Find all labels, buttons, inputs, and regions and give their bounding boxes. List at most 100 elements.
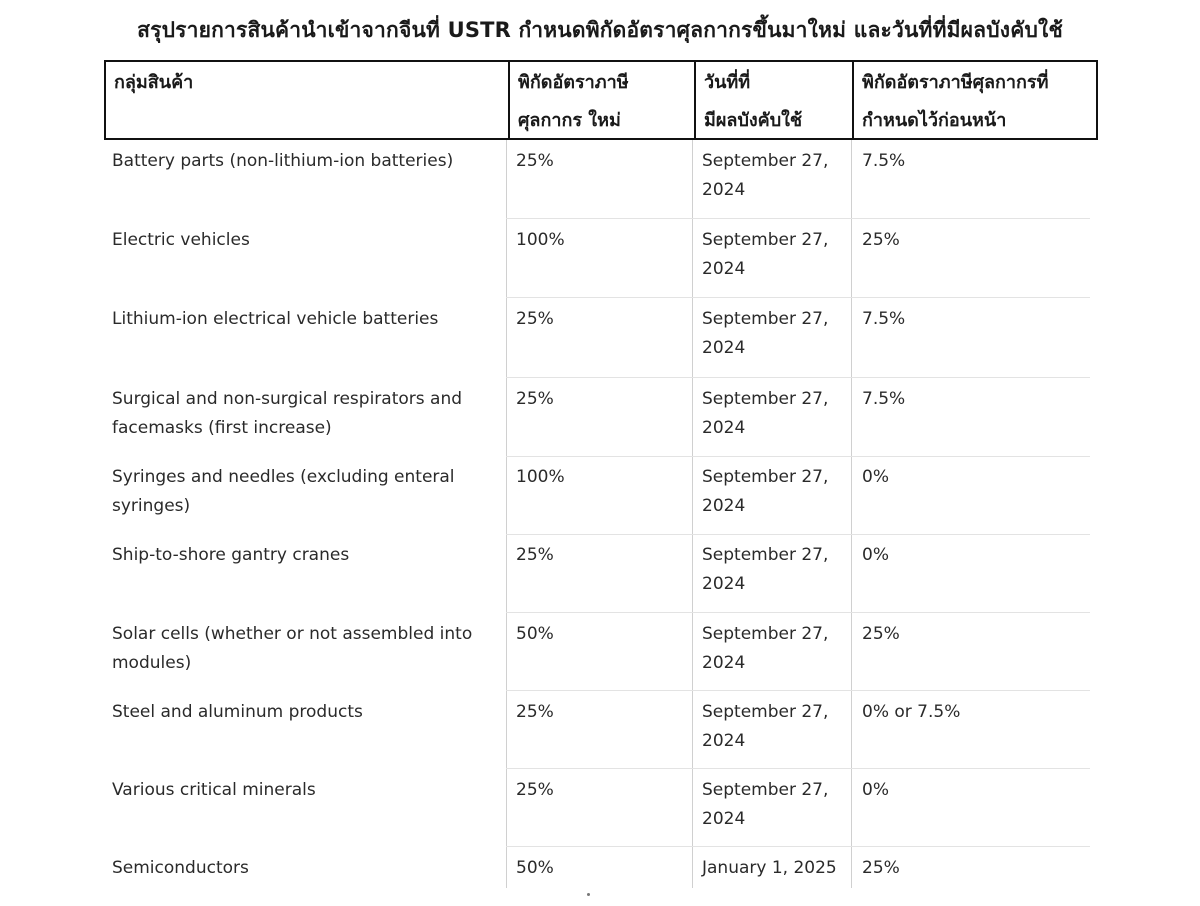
row-separator: [506, 297, 1090, 298]
new-rate-cell: 100%: [516, 230, 565, 250]
date-line: September 27,: [702, 624, 829, 644]
product-cell: Semiconductors: [112, 854, 492, 883]
header-prior-rate: พิกัดอัตราภาษีศุลกากรที่ กำหนดไว้ก่อนหน้…: [862, 62, 1098, 138]
product-line: modules): [112, 653, 192, 673]
product-line: Ship-to-shore gantry cranes: [112, 545, 350, 565]
effective-date-cell: September 27, 2024: [702, 463, 847, 521]
column-divider: [851, 140, 852, 888]
prior-rate-cell: 0% or 7.5%: [862, 702, 961, 722]
table-header: กลุ่มสินค้า พิกัดอัตราภาษี ศุลกากร ใหม่ …: [104, 60, 1098, 140]
header-new-rate: พิกัดอัตราภาษี ศุลกากร ใหม่: [518, 62, 688, 138]
column-divider: [506, 140, 507, 888]
effective-date-cell: September 27, 2024: [702, 776, 847, 834]
prior-rate-cell: 0%: [862, 467, 889, 487]
new-rate-cell: 50%: [516, 624, 554, 644]
header-effective-date-line2: มีผลบังคับใช้: [704, 110, 803, 131]
header-divider: [852, 62, 854, 138]
date-line: September 27,: [702, 780, 829, 800]
header-divider: [694, 62, 696, 138]
date-line: September 27,: [702, 309, 829, 329]
prior-rate-cell: 7.5%: [862, 309, 906, 329]
new-rate-cell: 25%: [516, 702, 554, 722]
effective-date-cell: September 27, 2024: [702, 541, 847, 599]
date-line: January 1, 2025: [702, 858, 837, 878]
header-prior-rate-line2: กำหนดไว้ก่อนหน้า: [862, 110, 1007, 131]
row-separator: [506, 768, 1090, 769]
header-effective-date-line1: วันที่ที่: [704, 72, 751, 93]
scan-speck: [587, 893, 590, 896]
row-separator: [506, 612, 1090, 613]
prior-rate-cell: 7.5%: [862, 389, 906, 409]
product-cell: Various critical minerals: [112, 776, 492, 805]
product-line: facemasks (first increase): [112, 418, 332, 438]
date-line: 2024: [702, 259, 746, 279]
page-title: สรุปรายการสินค้านำเข้าจากจีนที่ USTR กำห…: [137, 18, 1063, 42]
product-cell: Steel and aluminum products: [112, 698, 492, 727]
prior-rate-cell: 7.5%: [862, 151, 906, 171]
product-cell: Syringes and needles (excluding enteral …: [112, 463, 492, 521]
header-product-group: กลุ่มสินค้า: [114, 62, 494, 138]
new-rate-cell: 25%: [516, 545, 554, 565]
date-line: September 27,: [702, 545, 829, 565]
product-line: Semiconductors: [112, 858, 249, 878]
new-rate-cell: 25%: [516, 389, 554, 409]
date-line: 2024: [702, 338, 746, 358]
product-cell: Battery parts (non-lithium-ion batteries…: [112, 147, 492, 176]
column-divider: [692, 140, 693, 888]
header-new-rate-line2: ศุลกากร ใหม่: [518, 110, 621, 131]
header-new-rate-line1: พิกัดอัตราภาษี: [518, 72, 629, 93]
date-line: 2024: [702, 418, 746, 438]
header-effective-date: วันที่ที่ มีผลบังคับใช้: [704, 62, 854, 138]
product-line: Syringes and needles (excluding enteral: [112, 467, 455, 487]
date-line: September 27,: [702, 702, 829, 722]
product-line: Battery parts (non-lithium-ion batteries…: [112, 151, 454, 171]
date-line: 2024: [702, 496, 746, 516]
effective-date-cell: September 27, 2024: [702, 226, 847, 284]
header-product-group-line1: กลุ่มสินค้า: [114, 72, 194, 93]
effective-date-cell: September 27, 2024: [702, 147, 847, 205]
date-line: 2024: [702, 653, 746, 673]
product-line: Steel and aluminum products: [112, 702, 363, 722]
date-line: September 27,: [702, 467, 829, 487]
prior-rate-cell: 0%: [862, 545, 889, 565]
date-line: September 27,: [702, 389, 829, 409]
prior-rate-cell: 0%: [862, 780, 889, 800]
row-separator: [506, 456, 1090, 457]
prior-rate-cell: 25%: [862, 230, 900, 250]
new-rate-cell: 100%: [516, 467, 565, 487]
effective-date-cell: September 27, 2024: [702, 305, 847, 363]
date-line: 2024: [702, 731, 746, 751]
product-cell: Surgical and non-surgical respirators an…: [112, 385, 492, 443]
row-separator: [506, 534, 1090, 535]
header-prior-rate-line1: พิกัดอัตราภาษีศุลกากรที่: [862, 72, 1049, 93]
new-rate-cell: 50%: [516, 858, 554, 878]
new-rate-cell: 25%: [516, 151, 554, 171]
effective-date-cell: September 27, 2024: [702, 698, 847, 756]
product-line: Electric vehicles: [112, 230, 250, 250]
prior-rate-cell: 25%: [862, 858, 900, 878]
row-separator: [506, 846, 1090, 847]
prior-rate-cell: 25%: [862, 624, 900, 644]
effective-date-cell: January 1, 2025: [702, 854, 847, 883]
date-line: 2024: [702, 180, 746, 200]
product-line: Various critical minerals: [112, 780, 316, 800]
header-divider: [508, 62, 510, 138]
product-cell: Lithium-ion electrical vehicle batteries: [112, 305, 492, 334]
row-separator: [506, 377, 1090, 378]
product-line: Solar cells (whether or not assembled in…: [112, 624, 473, 644]
product-line: Lithium-ion electrical vehicle batteries: [112, 309, 439, 329]
product-line: Surgical and non-surgical respirators an…: [112, 389, 463, 409]
effective-date-cell: September 27, 2024: [702, 620, 847, 678]
new-rate-cell: 25%: [516, 309, 554, 329]
new-rate-cell: 25%: [516, 780, 554, 800]
product-cell: Electric vehicles: [112, 226, 492, 255]
product-cell: Solar cells (whether or not assembled in…: [112, 620, 492, 678]
date-line: 2024: [702, 809, 746, 829]
row-separator: [506, 690, 1090, 691]
date-line: September 27,: [702, 230, 829, 250]
date-line: September 27,: [702, 151, 829, 171]
row-separator: [506, 218, 1090, 219]
effective-date-cell: September 27, 2024: [702, 385, 847, 443]
product-line: syringes): [112, 496, 191, 516]
product-cell: Ship-to-shore gantry cranes: [112, 541, 492, 570]
